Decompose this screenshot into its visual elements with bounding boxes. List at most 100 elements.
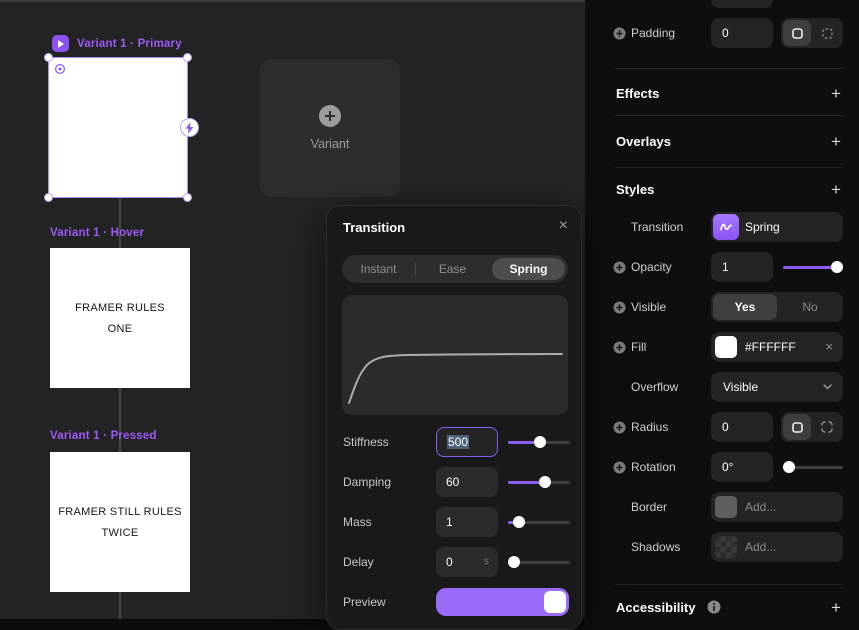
damping-label: Damping [343, 475, 392, 489]
variant-primary-label[interactable]: Variant 1 · Primary [52, 35, 182, 52]
overflow-label: Overflow [631, 380, 679, 394]
clipped-input-above[interactable] [711, 0, 773, 8]
add-variant-label: Variant [310, 137, 350, 151]
radius-individual-button[interactable] [813, 414, 841, 440]
variant-hover-label-text: Variant 1 · Hover [50, 227, 145, 239]
delay-input[interactable]: 0 s [436, 547, 498, 577]
tab-ease[interactable]: Ease [438, 262, 467, 276]
add-effect-button[interactable]: + [831, 84, 841, 103]
uniform-radius-icon [791, 421, 803, 433]
add-overlay-button[interactable]: + [831, 132, 841, 151]
opacity-override-icon[interactable] [613, 261, 626, 274]
transition-field[interactable]: Spring [711, 212, 843, 242]
transition-popup: Transition × Instant Ease Spring Stiffne… [326, 205, 582, 630]
stiffness-input[interactable]: 500 [436, 427, 498, 457]
add-variant-card[interactable]: Variant [260, 59, 400, 197]
visible-yes-button[interactable]: Yes [713, 294, 777, 320]
damping-input[interactable]: 60 [436, 467, 498, 497]
fill-value: #FFFFFF [745, 340, 796, 354]
opacity-input[interactable]: 1 [711, 252, 773, 282]
border-swatch[interactable] [715, 496, 737, 518]
padding-individual-button[interactable] [813, 20, 841, 46]
individual-radius-icon [821, 421, 833, 433]
stiffness-label: Stiffness [343, 435, 389, 449]
lightning-icon [185, 121, 194, 134]
rotation-input[interactable]: 0° [711, 452, 773, 482]
tab-spring[interactable]: Spring [492, 258, 565, 280]
transition-label: Transition [631, 220, 684, 234]
visible-no-button[interactable]: No [802, 300, 818, 314]
padding-input[interactable]: 0 [711, 18, 773, 48]
visible-override-icon[interactable] [613, 301, 626, 314]
padding-uniform-button[interactable] [783, 20, 811, 46]
visible-toggle: Yes No [711, 292, 843, 322]
play-icon[interactable] [52, 35, 69, 52]
overflow-dropdown[interactable]: Visible [711, 372, 843, 402]
shadows-swatch[interactable] [715, 536, 737, 558]
resize-handle-bottom-left[interactable] [44, 193, 53, 202]
preview-knob [544, 591, 566, 613]
mass-slider[interactable] [508, 516, 570, 528]
fill-color-swatch[interactable] [715, 336, 737, 358]
section-divider [615, 115, 843, 116]
spring-wave-icon [713, 214, 739, 240]
delay-slider[interactable] [508, 556, 570, 568]
opacity-slider[interactable] [783, 261, 843, 273]
variant-pressed-label[interactable]: Variant 1 · Pressed [50, 430, 157, 442]
pressed-text-line1: FRAMER STILL RULES [58, 505, 182, 518]
rotation-slider[interactable] [783, 461, 843, 473]
opacity-value: 1 [722, 260, 729, 274]
preview-animation-widget[interactable] [436, 588, 569, 616]
spring-curve [348, 353, 563, 404]
mass-input[interactable]: 1 [436, 507, 498, 537]
resize-handle-top-right[interactable] [183, 53, 192, 62]
add-style-button[interactable]: + [831, 180, 841, 199]
interaction-bolt-handle[interactable] [180, 118, 199, 137]
opacity-label: Opacity [631, 260, 672, 274]
fill-field[interactable]: #FFFFFF × [711, 332, 843, 362]
effects-section-title: Effects [616, 86, 660, 101]
damping-slider[interactable] [508, 476, 570, 488]
info-icon[interactable] [707, 600, 721, 614]
radius-uniform-button[interactable] [783, 414, 811, 440]
transition-type-tabs: Instant Ease Spring [342, 255, 568, 283]
variant-hover-frame[interactable]: FRAMER RULES ONE [50, 248, 190, 388]
delay-unit: s [484, 556, 489, 567]
canvas-bottom-toolbar-edge [0, 619, 585, 627]
resize-handle-top-left[interactable] [44, 53, 53, 62]
resize-handle-bottom-right[interactable] [183, 193, 192, 202]
canvas-top-divider [0, 0, 585, 2]
styles-section-title: Styles [616, 182, 655, 197]
variant-pressed-frame[interactable]: FRAMER STILL RULES TWICE [50, 452, 190, 592]
add-accessibility-button[interactable]: + [831, 598, 841, 617]
origin-target-icon[interactable] [54, 63, 66, 75]
variant-hover-label[interactable]: Variant 1 · Hover [50, 227, 144, 239]
radius-override-icon[interactable] [613, 421, 626, 434]
fill-override-icon[interactable] [613, 341, 626, 354]
border-field[interactable]: Add... [711, 492, 843, 522]
radius-input[interactable]: 0 [711, 412, 773, 442]
hover-text-line1: FRAMER RULES [75, 301, 165, 314]
variant-primary-frame[interactable] [44, 53, 199, 202]
mass-value: 1 [446, 515, 453, 529]
transition-value: Spring [745, 220, 780, 234]
radius-mode-toggle [781, 412, 843, 442]
shadows-field[interactable]: Add... [711, 532, 843, 562]
accessibility-section-title: Accessibility [616, 600, 696, 615]
rotation-value: 0° [722, 460, 734, 474]
tab-instant[interactable]: Instant [360, 262, 397, 276]
close-icon[interactable]: × [558, 217, 568, 234]
section-divider [615, 584, 843, 585]
padding-override-icon[interactable] [613, 27, 626, 40]
delay-value: 0 [446, 555, 453, 569]
delay-label: Delay [343, 555, 374, 569]
rotation-override-icon[interactable] [613, 461, 626, 474]
tab-divider [415, 263, 416, 275]
visible-label: Visible [631, 300, 667, 314]
padding-label: Padding [631, 26, 676, 40]
remove-fill-icon[interactable]: × [825, 339, 833, 354]
variant-pressed-label-text: Variant 1 · Pressed [50, 430, 157, 442]
variant-connector-line [119, 197, 121, 627]
uniform-padding-icon [791, 27, 803, 39]
stiffness-slider[interactable] [508, 436, 570, 448]
